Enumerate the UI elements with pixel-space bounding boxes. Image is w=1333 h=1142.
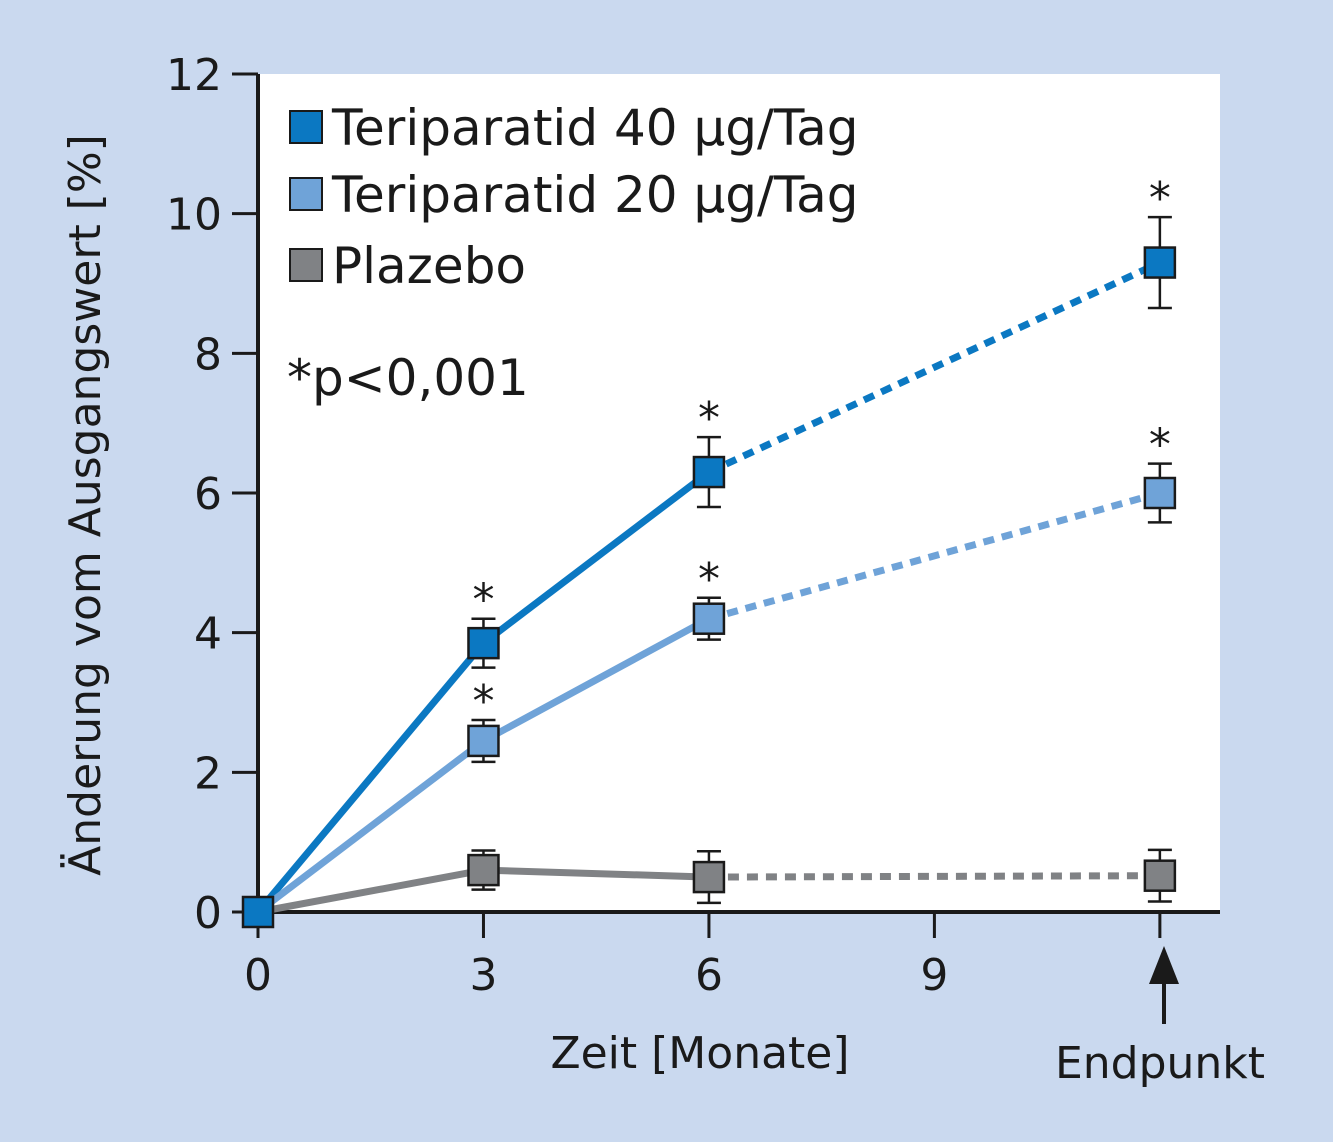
data-markers — [241, 246, 1177, 929]
legend-swatch-teriparatid-20 — [289, 177, 323, 211]
series-1-point-marker — [1143, 246, 1177, 279]
series-1-significance-star: * — [1149, 173, 1171, 224]
y-tick-label: 10 — [166, 190, 222, 241]
x-tick-label: 3 — [469, 950, 497, 1001]
series-3-point-marker — [467, 853, 500, 887]
series-3-segment — [483, 866, 710, 881]
x-tick-label: 9 — [920, 950, 948, 1001]
y-tick-label: 4 — [194, 609, 222, 660]
series-2-point-marker — [1143, 476, 1177, 510]
legend-label-teriparatid-40: Teriparatid 40 µg/Tag — [331, 99, 859, 157]
series-3-point-marker — [1143, 859, 1177, 892]
legend-swatch-teriparatid-40 — [289, 110, 323, 144]
series-1-dotted-segment — [707, 259, 1162, 476]
series-2-point-marker — [692, 602, 726, 635]
axes: 0 2 4 6 8 10 12 0 3 6 9 — [166, 50, 1220, 1001]
series-1-point-marker — [692, 455, 726, 489]
y-axis-title: Änderung vom Ausgangswert [%] — [59, 134, 111, 876]
series-1-segment — [481, 469, 712, 646]
series-3-segment — [257, 866, 485, 916]
series-2-dotted-segment — [707, 489, 1161, 623]
significance-markers: * * * * * * — [472, 173, 1170, 727]
significance-note: *p<0,001 — [287, 349, 529, 407]
endpoint-arrow-head — [1149, 946, 1179, 984]
series-2-segment — [481, 615, 711, 744]
series-lines — [255, 259, 1162, 916]
legend-label-teriparatid-20: Teriparatid 20 µg/Tag — [331, 166, 859, 224]
y-tick-label: 6 — [194, 469, 222, 520]
endpoint-label: Endpunkt — [1055, 1038, 1265, 1089]
series-2-significance-star: * — [698, 554, 720, 605]
series-1-point-marker — [241, 895, 275, 929]
legend: Teriparatid 40 µg/Tag Teriparatid 20 µg/… — [289, 99, 859, 295]
y-tick-label: 2 — [194, 748, 222, 799]
series-2-point-marker — [467, 724, 500, 758]
series-2-significance-star: * — [472, 676, 494, 727]
series-1-point-marker — [467, 626, 500, 660]
legend-label-plazebo: Plazebo — [332, 237, 526, 295]
x-axis-title: Zeit [Monate] — [550, 1028, 849, 1079]
endpoint-marker: Endpunkt — [1055, 946, 1265, 1089]
y-tick-label: 12 — [166, 50, 222, 101]
series-1-segment — [255, 640, 487, 915]
x-tick-label: 6 — [695, 950, 723, 1001]
x-tick-label: 0 — [244, 950, 272, 1001]
y-tick-label: 0 — [194, 888, 222, 939]
series-3-point-marker — [692, 860, 726, 894]
plot-area — [258, 74, 1220, 912]
series-1-significance-star: * — [698, 393, 720, 444]
series-2-segment — [255, 738, 486, 915]
series-2-significance-star: * — [1149, 420, 1171, 471]
legend-swatch-plazebo — [289, 248, 323, 282]
series-1-significance-star: * — [472, 575, 494, 626]
y-tick-label: 8 — [194, 329, 222, 380]
